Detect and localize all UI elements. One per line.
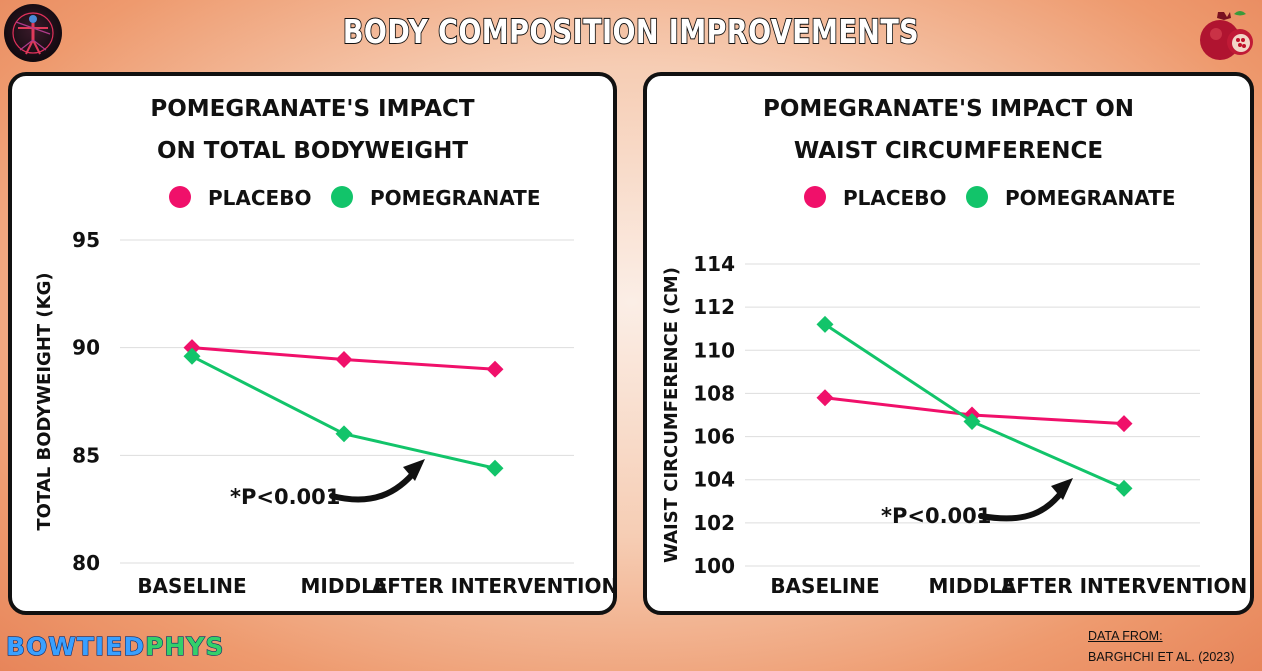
chart-title-line: ON TOTAL BODYWEIGHT <box>157 138 468 164</box>
source-text: BARGHCHI ET AL. (2023) <box>1088 650 1235 664</box>
y-tick-label: 102 <box>693 511 735 535</box>
y-tick-label: 112 <box>693 295 735 319</box>
legend-label: PLACEBO <box>208 186 311 210</box>
data-point-pomegranate <box>1115 479 1133 497</box>
source-citation: DATA FROM: BARGHCHI ET AL. (2023) <box>1088 626 1234 668</box>
chart-title-line: POMEGRANATE'S IMPACT ON <box>763 96 1134 122</box>
y-tick-label: 114 <box>693 252 735 276</box>
chart-panel-bodyweight: POMEGRANATE'S IMPACT ON TOTAL BODYWEIGHT P… <box>8 72 617 615</box>
legend-marker <box>169 186 191 208</box>
y-tick-label: 106 <box>693 425 735 449</box>
data-point-placebo <box>486 360 504 378</box>
bodyweight-chart: POMEGRANATE'S IMPACT ON TOTAL BODYWEIGHT P… <box>34 96 613 598</box>
page-title: BODY COMPOSITION IMPROVEMENTS <box>342 11 920 52</box>
data-point-pomegranate <box>963 412 981 430</box>
data-point-pomegranate <box>183 347 201 365</box>
brand-part2: PHYS <box>144 631 225 661</box>
anatomy-figure-icon <box>4 4 62 62</box>
chart-title-line: POMEGRANATE'S IMPACT <box>150 96 475 122</box>
y-tick-label: 104 <box>693 468 735 492</box>
y-tick-label: 100 <box>693 554 735 578</box>
waist-chart: POMEGRANATE'S IMPACT ON WAIST CIRCUMFEREN… <box>661 96 1247 598</box>
legend-label: POMEGRANATE <box>370 186 541 210</box>
series-line-pomegranate <box>191 354 496 470</box>
x-category-label: MIDDLE <box>929 574 1016 598</box>
data-point-placebo <box>183 339 201 357</box>
data-point-placebo <box>816 389 834 407</box>
chart-title-line: WAIST CIRCUMFERENCE <box>794 138 1103 164</box>
annotation-arrowhead <box>403 459 425 481</box>
y-tick-label: 108 <box>693 381 735 405</box>
series-line-pomegranate <box>824 323 1125 490</box>
y-tick-label: 80 <box>72 551 100 575</box>
legend-marker <box>331 186 353 208</box>
y-tick-label: 85 <box>72 443 100 467</box>
data-point-placebo <box>335 351 353 368</box>
legend-label: PLACEBO <box>843 186 946 210</box>
x-category-label: MIDDLE <box>301 574 388 598</box>
y-tick-label: 95 <box>72 228 100 252</box>
legend-marker <box>966 186 988 208</box>
data-point-placebo <box>1115 415 1133 433</box>
x-category-label: BASELINE <box>137 574 246 598</box>
data-point-pomegranate <box>486 459 504 477</box>
data-point-pomegranate <box>816 315 834 333</box>
x-category-label: BASELINE <box>770 574 879 598</box>
brand-logo: BOWTIEDPHYS <box>5 631 225 661</box>
annotation-arrow <box>329 466 420 503</box>
significance-annotation: *P<0.001 <box>881 504 991 528</box>
brand-part1: BOWTIED <box>5 631 146 661</box>
y-axis-label: WAIST CIRCUMFERENCE (CM) <box>661 267 682 563</box>
y-tick-label: 110 <box>693 338 735 362</box>
legend-marker <box>804 186 826 208</box>
source-label: DATA FROM: <box>1088 629 1163 643</box>
significance-annotation: *P<0.001 <box>230 485 340 509</box>
legend-label: POMEGRANATE <box>1005 186 1176 210</box>
x-category-label: AFTER INTERVENTION <box>1001 574 1247 598</box>
data-point-pomegranate <box>335 425 353 443</box>
y-axis-label: TOTAL BODYWEIGHT (KG) <box>34 272 55 530</box>
annotation-arrowhead <box>1051 478 1073 500</box>
chart-panel-waist: POMEGRANATE'S IMPACT ON WAIST CIRCUMFEREN… <box>643 72 1254 615</box>
y-tick-label: 90 <box>72 336 100 360</box>
x-category-label: AFTER INTERVENTION <box>372 574 613 598</box>
pomegranate-icon <box>1194 6 1256 64</box>
annotation-arrow <box>978 485 1068 522</box>
